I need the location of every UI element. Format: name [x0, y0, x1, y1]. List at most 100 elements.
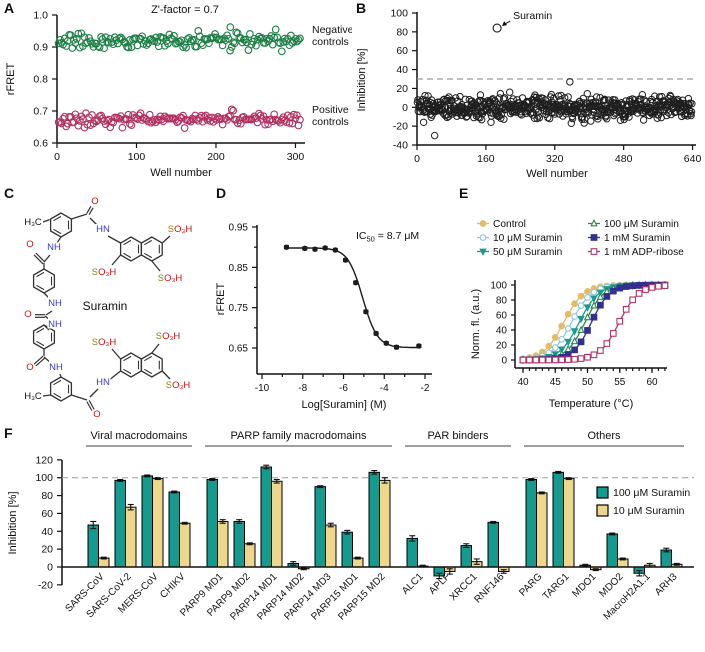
- svg-text:50 μM Suramin: 50 μM Suramin: [493, 247, 562, 258]
- atom-label: O: [93, 409, 100, 420]
- svg-text:IC50 = 8.7 μM: IC50 = 8.7 μM: [356, 230, 419, 244]
- svg-text:1 mM Suramin: 1 mM Suramin: [604, 233, 670, 244]
- svg-text:-10: -10: [255, 383, 270, 394]
- atom-label: NH: [47, 242, 61, 253]
- svg-text:320: 320: [546, 153, 564, 165]
- atom-label: H₃C: [24, 391, 42, 402]
- panel-f-axes: -20 0 20 40 60 80 100 120: [35, 454, 63, 591]
- panel-a: A 0.6 0.7 0.8 0.9 1.0 0 100 200 300 Z'-factor = 0…: [0, 0, 352, 180]
- svg-text:Negative: Negative: [312, 24, 352, 36]
- svg-text:Viral macrodomains: Viral macrodomains: [90, 430, 188, 442]
- atom-label: HN: [96, 377, 110, 388]
- svg-text:controls: controls: [312, 116, 349, 128]
- svg-text:40: 40: [496, 326, 508, 337]
- svg-text:60: 60: [496, 311, 508, 322]
- svg-text:MDO1: MDO1: [570, 571, 599, 600]
- svg-text:100 μM Suramin: 100 μM Suramin: [613, 487, 690, 499]
- svg-text:1.0: 1.0: [33, 10, 48, 22]
- svg-text:45: 45: [550, 377, 562, 388]
- svg-text:20: 20: [41, 544, 53, 556]
- svg-text:Control: Control: [493, 219, 526, 230]
- svg-text:60: 60: [646, 377, 658, 388]
- atom-label: SO₃H: [156, 331, 181, 342]
- svg-text:120: 120: [35, 454, 53, 466]
- atom-label: HN: [96, 224, 110, 235]
- svg-text:0: 0: [47, 562, 53, 574]
- svg-text:100: 100: [390, 8, 408, 20]
- svg-text:80: 80: [41, 490, 53, 502]
- svg-text:50: 50: [582, 377, 594, 388]
- structure-atom-labels: H₃C O HN SO₃H SO₃H SO₃H NH O NH O NH O NH H₃C O HN SO₃H S…: [23, 195, 194, 421]
- atom-label: SO₃H: [158, 273, 183, 284]
- panel-b-label: B: [356, 0, 367, 16]
- svg-text:480: 480: [615, 153, 633, 165]
- svg-text:0.6: 0.6: [33, 138, 48, 150]
- svg-text:640: 640: [684, 153, 702, 165]
- svg-text:0: 0: [501, 356, 507, 367]
- atom-label: O: [91, 196, 98, 207]
- atom-label: SO₃H: [92, 337, 117, 348]
- svg-text:160: 160: [477, 153, 495, 165]
- svg-text:TARG1: TARG1: [541, 571, 572, 602]
- panel-b: B -40 -20 0 20 40 60 80 100 0 160 320 480 640 Inhibit…: [352, 0, 705, 180]
- atom-label: O: [26, 239, 33, 250]
- series-negative-controls: [54, 23, 304, 56]
- melt-curve-5: [519, 282, 669, 364]
- svg-text:-4: -4: [380, 383, 389, 394]
- svg-text:10 μM Suramin: 10 μM Suramin: [613, 505, 685, 517]
- svg-text:Norm. fl. (a.u.): Norm. fl. (a.u.): [470, 289, 482, 359]
- atom-label: H₃C: [24, 217, 42, 228]
- ic50-annotation: IC50 = 8.7 μM: [356, 230, 419, 244]
- svg-text:Positive: Positive: [312, 104, 349, 116]
- svg-text:APLF: APLF: [427, 571, 452, 596]
- panel-b-xlabel: Well number: [526, 168, 588, 180]
- svg-text:Inhibition [%]: Inhibition [%]: [7, 492, 19, 555]
- svg-text:0.75: 0.75: [229, 303, 249, 314]
- panel-c: C H₃C O HN SO₃H SO₃H SO₃H NH O NH O NH O NH H₃C O HN SO₃…: [0, 185, 210, 420]
- panel-a-label: A: [4, 0, 15, 16]
- svg-text:Well number: Well number: [526, 168, 588, 180]
- panel-e-xlabel: Temperature (°C): [549, 398, 633, 410]
- svg-text:RNF146: RNF146: [473, 571, 507, 605]
- svg-text:20: 20: [396, 83, 408, 95]
- svg-text:Log[Suramin] (M): Log[Suramin] (M): [302, 399, 387, 411]
- panel-e-axes: 0 20 40 60 80 100 40 45 50 55 60: [490, 280, 667, 388]
- svg-text:PAR binders: PAR binders: [428, 430, 489, 442]
- panel-d-label: D: [216, 185, 227, 201]
- panel-a-chart: 0.6 0.7 0.8 0.9 1.0 0 100 200 300 Z'-factor = 0.7…: [5, 4, 352, 179]
- svg-text:-40: -40: [393, 140, 408, 152]
- panel-a-ylabel: rFRET: [5, 63, 17, 96]
- panel-c-label: C: [4, 185, 15, 201]
- panel-d-xlabel: Log[Suramin] (M): [302, 399, 387, 411]
- svg-text:0.65: 0.65: [229, 344, 249, 355]
- panel-e-legend: Control 10 μM Suramin 50 μM Suramin 100 μM …: [477, 218, 684, 258]
- screen-points: [413, 78, 696, 140]
- svg-text:0: 0: [54, 151, 60, 163]
- series-positive-controls: [54, 105, 304, 132]
- suramin-structure: H₃C O HN SO₃H SO₃H SO₃H NH O NH O NH O NH H₃C O HN SO₃H S…: [23, 195, 194, 421]
- svg-text:100 μM Suramin: 100 μM Suramin: [604, 219, 679, 230]
- svg-text:CHIKV: CHIKV: [158, 571, 188, 601]
- atom-label: O: [26, 362, 33, 373]
- svg-text:Others: Others: [587, 430, 621, 442]
- structure-bonds: [32, 206, 171, 411]
- svg-text:0.9: 0.9: [33, 42, 48, 54]
- panel-a-xlabel: Well number: [150, 167, 212, 179]
- svg-text:-20: -20: [393, 121, 408, 133]
- svg-text:ALC1: ALC1: [400, 571, 426, 597]
- atom-label: SO₃H: [166, 380, 191, 391]
- svg-text:Inhibition [%]: Inhibition [%]: [356, 49, 368, 112]
- atom-label: NH: [48, 319, 62, 330]
- svg-text:80: 80: [396, 26, 408, 38]
- panel-f-legend: 100 μM Suramin 10 μM Suramin: [596, 486, 690, 517]
- svg-text:100: 100: [128, 151, 146, 163]
- panel-a-axes: 0.6 0.7 0.8 0.9 1.0 0 100 200 300: [33, 10, 305, 163]
- svg-text:-2: -2: [421, 383, 430, 394]
- panel-b-axes: -40 -20 0 20 40 60 80 100 0 160 320 480 640: [390, 8, 701, 166]
- structure-name: Suramin: [83, 299, 128, 313]
- svg-text:100: 100: [490, 281, 507, 292]
- panel-f: F -20 0 20 40 60 80 100 120 Inhibition [%] SARS-C…: [0, 425, 705, 652]
- svg-text:60: 60: [41, 508, 53, 520]
